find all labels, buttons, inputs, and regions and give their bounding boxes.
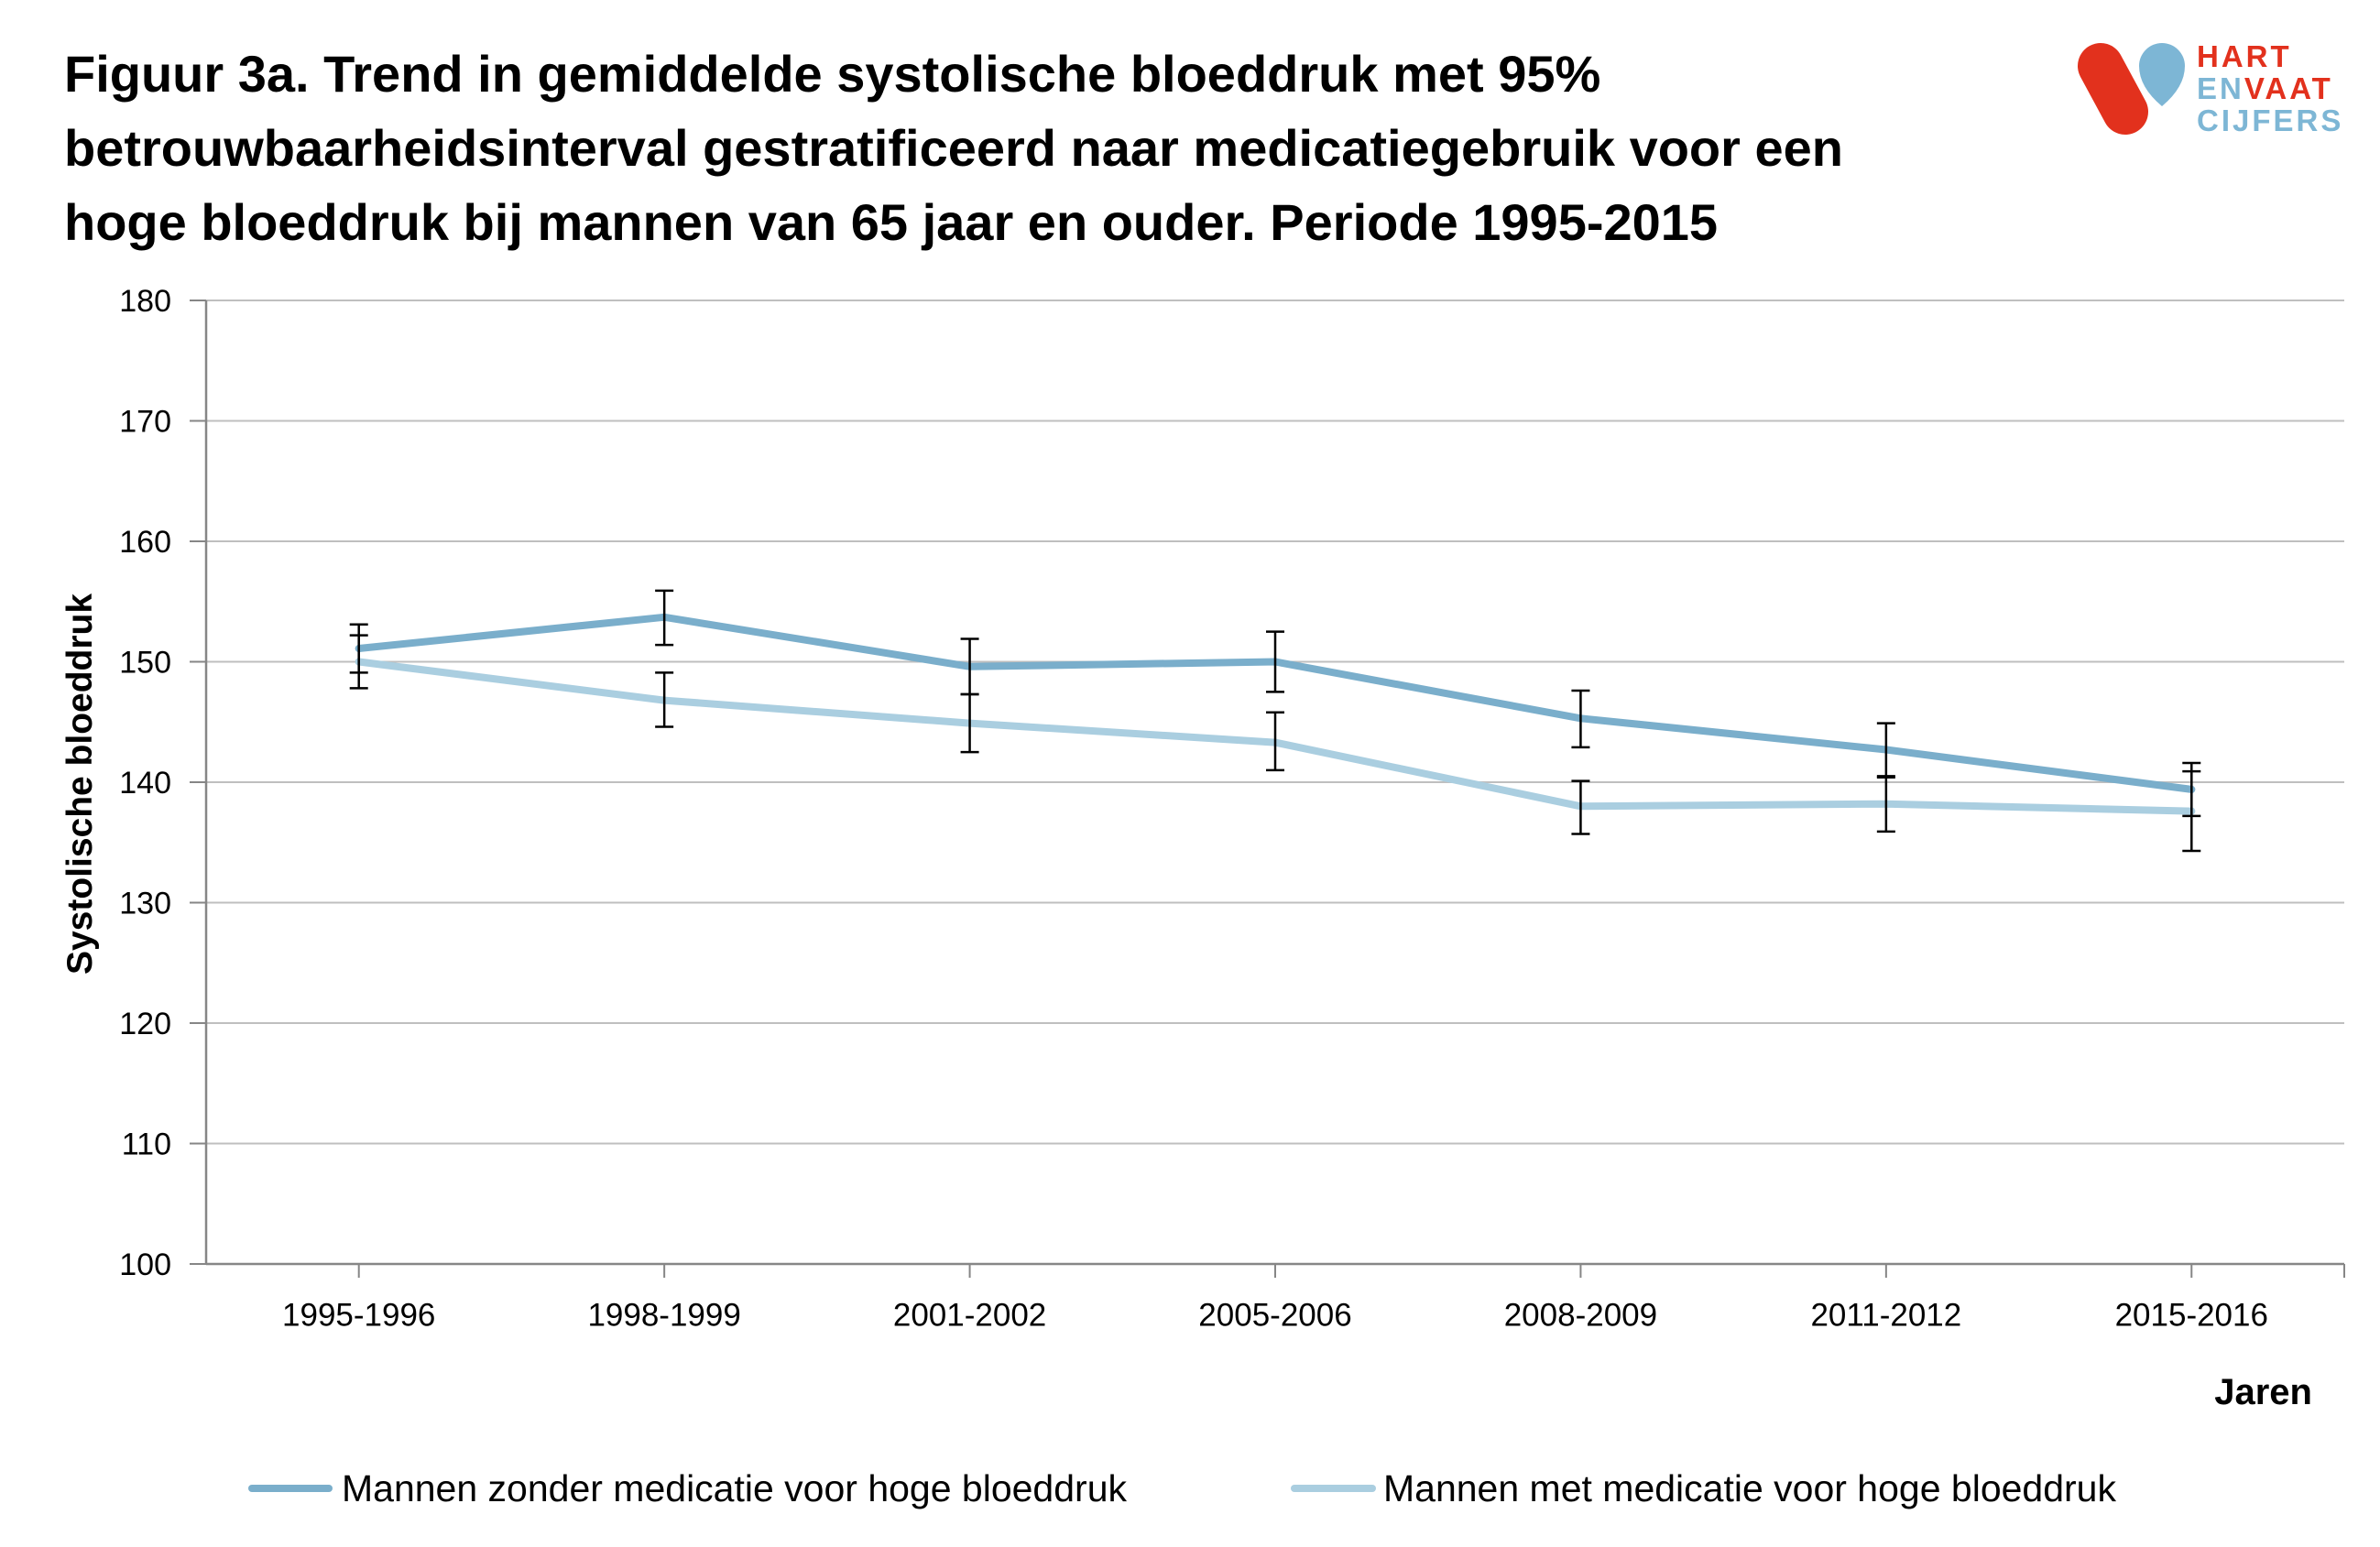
x-tick-label: 2005-2006 xyxy=(1198,1297,1351,1333)
error-bar xyxy=(2182,769,2201,853)
logo-vessel-icon xyxy=(2078,43,2148,135)
legend-swatch-zonder-medicatie xyxy=(248,1485,333,1492)
y-axis-title: Systolische bloeddruk xyxy=(60,593,100,975)
error-bar xyxy=(1266,711,1284,772)
y-tick-label: 160 xyxy=(119,525,171,560)
logo-line-2: ENVAAT xyxy=(2197,72,2343,104)
chart-title-line-2: betrouwbaarheidsinterval gestratificeerd… xyxy=(64,119,1843,177)
chart-title-line-3: hoge bloeddruk bij mannen van 65 jaar en… xyxy=(64,193,1719,251)
y-tick-label: 150 xyxy=(119,645,171,680)
legend-swatch-met-medicatie xyxy=(1291,1485,1376,1492)
logo-drop-icon xyxy=(2139,42,2185,106)
error-bar xyxy=(1571,689,1590,749)
error-bar xyxy=(655,589,674,647)
x-axis-title: Jaren xyxy=(2214,1372,2312,1412)
y-tick-label: 180 xyxy=(119,284,171,319)
y-axis: 100 110 120 130 140 150 160 170 180 xyxy=(119,284,208,1282)
error-bars-series-2 xyxy=(349,634,2201,853)
x-tick-label: 2011-2012 xyxy=(1810,1297,1961,1333)
x-tick-label: 2008-2009 xyxy=(1504,1297,1657,1333)
chart-title-line-1: Figuur 3a. Trend in gemiddelde systolisc… xyxy=(64,45,1601,103)
error-bar xyxy=(1876,775,1895,833)
y-tick-label: 140 xyxy=(119,766,171,801)
legend-label-met-medicatie: Mannen met medicatie voor hoge bloeddruk xyxy=(1383,1467,2116,1509)
y-tick-label: 120 xyxy=(119,1007,171,1041)
brand-logo-text: HART ENVAAT CIJFERS xyxy=(2197,40,2343,136)
y-tick-label: 110 xyxy=(122,1127,171,1161)
x-tick-label: 1998-1999 xyxy=(587,1297,740,1333)
x-tick-label: 1995-1996 xyxy=(282,1297,435,1333)
error-bar xyxy=(1571,779,1590,835)
x-tick-label: 2001-2002 xyxy=(893,1297,1046,1333)
chart-title: Figuur 3a. Trend in gemiddelde systolisc… xyxy=(64,37,1843,259)
legend-label-zonder-medicatie: Mannen zonder medicatie voor hoge bloedd… xyxy=(342,1467,1127,1509)
y-tick-label: 100 xyxy=(119,1247,171,1282)
logo-word-vaat: VAAT xyxy=(2244,71,2333,105)
logo-word-en: EN xyxy=(2197,71,2244,105)
y-tick-label: 130 xyxy=(119,886,171,921)
error-bar xyxy=(1266,630,1284,693)
error-bar xyxy=(655,671,674,728)
x-axis: 1995-1996 1998-1999 2001-2002 2005-2006 2008… xyxy=(206,1262,2345,1333)
brand-logo-icon xyxy=(2078,42,2185,135)
logo-word-cijfers: CIJFERS xyxy=(2197,103,2344,137)
logo-word-hart: HART xyxy=(2197,39,2292,73)
error-bar xyxy=(349,634,368,690)
y-tick-label: 170 xyxy=(119,404,171,439)
x-tick-label: 2015-2016 xyxy=(2115,1297,2268,1333)
gridlines xyxy=(206,300,2344,1145)
error-bar xyxy=(960,692,979,754)
